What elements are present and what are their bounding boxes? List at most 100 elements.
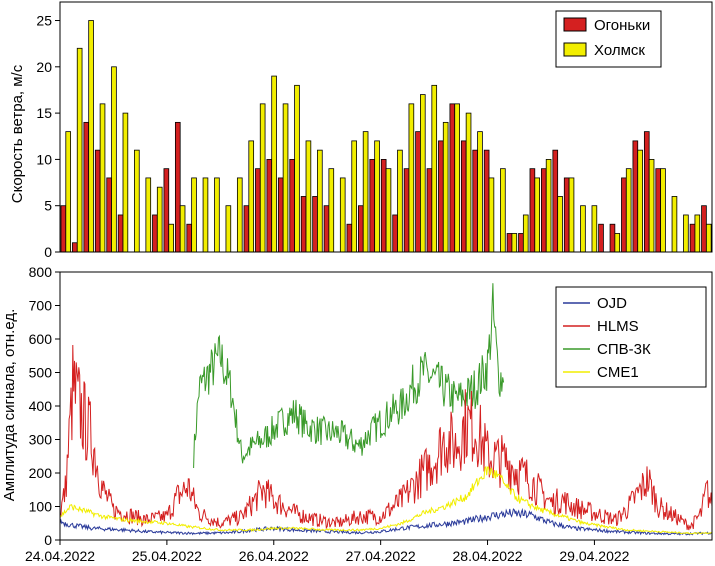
bar-ogonki (60, 205, 67, 253)
bar-kholmsk (614, 233, 621, 253)
bar-ogonki (117, 214, 124, 253)
bar-kholmsk (374, 140, 380, 253)
top-bar-plot: 0 5 10 15 20 25 (36, 1, 713, 260)
bar-kholmsk (76, 47, 83, 253)
bar-ogonki (289, 159, 295, 253)
bar-ogonki (358, 205, 364, 253)
x-tick-label: 24.04.2022 (25, 548, 95, 564)
bar-ogonki (460, 140, 467, 253)
bar-ogonki (541, 168, 547, 253)
bar-kholmsk (134, 149, 140, 253)
bar-ogonki (72, 242, 78, 253)
bar-ogonki (529, 168, 536, 253)
legend-label-ojd: OJD (597, 295, 627, 312)
bar-ogonki (266, 159, 273, 253)
bar-kholmsk (454, 103, 460, 253)
bar-kholmsk (385, 168, 392, 253)
bar-kholmsk (328, 168, 335, 253)
x-tick-label: 29.04.2022 (559, 548, 629, 564)
bar-ogonki (163, 168, 170, 253)
bar-kholmsk (99, 103, 106, 253)
bar-ogonki (323, 205, 330, 253)
bar-kholmsk (191, 177, 197, 253)
top-y-tick-label: 5 (44, 198, 52, 214)
bar-kholmsk (637, 149, 643, 253)
bar-ogonki (243, 205, 250, 253)
bar-kholmsk (202, 177, 209, 253)
top-y-tick-label: 20 (36, 59, 52, 75)
bottom-y-tick-label: 200 (29, 465, 53, 481)
bar-kholmsk (522, 214, 529, 253)
bar-ogonki (449, 103, 456, 253)
bar-ogonki (369, 159, 376, 253)
bar-kholmsk (420, 94, 426, 253)
bar-kholmsk (568, 177, 575, 253)
bottom-y-tick-label: 800 (29, 264, 53, 280)
bar-kholmsk (259, 103, 266, 253)
bar-kholmsk (145, 177, 152, 253)
bottom-y-tick-label: 300 (29, 432, 53, 448)
bar-ogonki (94, 149, 101, 253)
bottom-y-tick-label: 500 (29, 365, 53, 381)
bar-kholmsk (442, 121, 449, 253)
bottom-y-tick-label: 0 (44, 532, 52, 548)
bar-kholmsk (500, 168, 506, 253)
bottom-line-plot: 0 100 200 300 400 500 600 700 800 24.04.2022 25.04… (25, 264, 713, 564)
bar-kholmsk (179, 205, 186, 253)
bar-kholmsk (580, 205, 586, 253)
bar-ogonki (701, 205, 707, 253)
bar-ogonki (518, 233, 524, 253)
bar-ogonki (598, 223, 604, 253)
bar-ogonki (552, 149, 559, 253)
bar-kholmsk (683, 214, 689, 253)
bottom-y-tick-label: 400 (29, 398, 53, 414)
series-spv3k (193, 283, 505, 469)
x-tick-label: 26.04.2022 (239, 548, 309, 564)
bar-kholmsk (156, 186, 163, 253)
bar-ogonki (689, 223, 696, 253)
bar-ogonki (312, 196, 318, 253)
bar-ogonki (472, 149, 478, 253)
bar-ogonki (186, 223, 193, 253)
bar-ogonki (609, 223, 616, 253)
top-plot-frame (59, 1, 713, 253)
legend-label-kholmsk: Холмск (594, 42, 645, 59)
bar-kholmsk (65, 131, 72, 253)
bar-ogonki (83, 121, 90, 253)
bar-kholmsk (168, 223, 174, 253)
legend-swatch-ogonki (563, 17, 587, 32)
bar-ogonki (106, 177, 112, 253)
bar-ogonki (403, 168, 410, 253)
bar-ogonki (563, 177, 570, 253)
top-y-tick-label: 25 (36, 13, 52, 29)
bottom-legend: OJD HLMS СПВ-3К CME1 (555, 286, 707, 388)
bar-kholmsk (339, 177, 346, 253)
bar-kholmsk (545, 159, 552, 253)
bar-kholmsk (511, 233, 518, 253)
top-y-tick-label: 15 (36, 105, 52, 121)
bar-kholmsk (431, 84, 438, 253)
bottom-plot-frame (59, 271, 713, 541)
bar-ogonki (255, 168, 261, 253)
top-y-axis-title: Скорость ветра, м/с (9, 64, 26, 203)
bar-ogonki (415, 131, 421, 253)
legend-label-hlms: HLMS (597, 318, 639, 335)
bar-ogonki (152, 214, 158, 253)
series-ojd (59, 507, 713, 536)
bar-kholmsk (591, 205, 598, 253)
x-tick-label: 28.04.2022 (453, 548, 523, 564)
bar-kholmsk (122, 112, 129, 253)
bar-kholmsk (362, 131, 369, 253)
top-y-tick-label: 10 (36, 151, 52, 167)
bar-kholmsk (88, 20, 94, 253)
bar-kholmsk (534, 177, 540, 253)
bar-ogonki (300, 196, 307, 253)
bar-kholmsk (305, 140, 312, 253)
bar-ogonki (438, 140, 444, 253)
bar-kholmsk (694, 214, 701, 253)
legend-label-spv3k: СПВ-3К (597, 341, 651, 358)
bar-ogonki (174, 121, 181, 253)
bottom-y-tick-label: 600 (29, 331, 53, 347)
bar-kholmsk (660, 168, 666, 253)
